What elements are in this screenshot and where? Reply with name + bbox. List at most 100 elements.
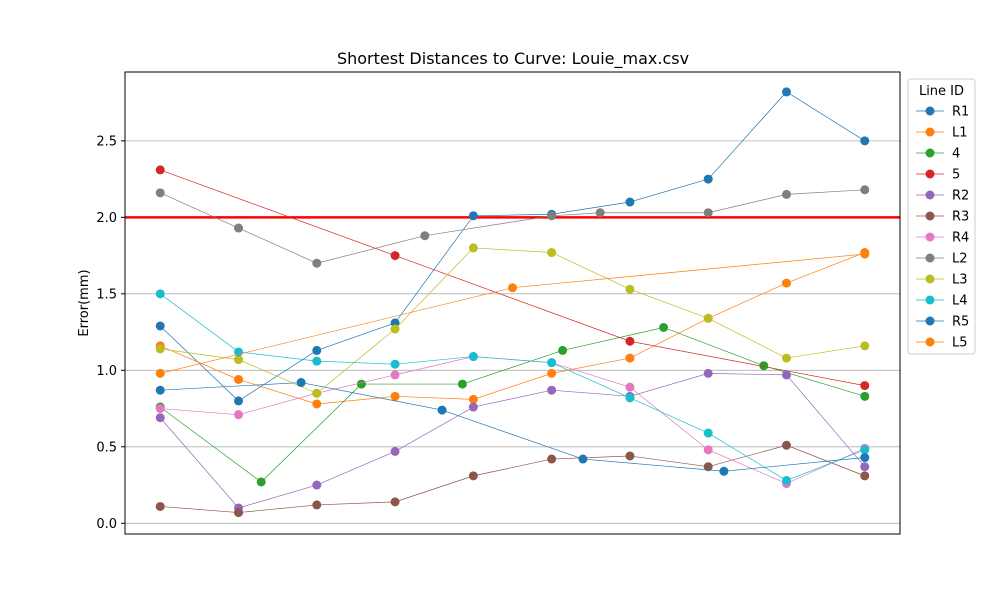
data-point bbox=[155, 385, 165, 395]
data-point bbox=[312, 500, 322, 510]
data-point bbox=[155, 188, 165, 198]
y-axis-ticks: 0.0 0.5 1.0 1.5 2.0 2.5 bbox=[96, 134, 125, 532]
data-point bbox=[234, 374, 244, 384]
data-point bbox=[155, 404, 165, 414]
data-point bbox=[155, 165, 165, 175]
series-line bbox=[160, 169, 865, 386]
data-point bbox=[860, 445, 870, 455]
data-point bbox=[659, 322, 669, 332]
data-point bbox=[625, 197, 635, 207]
legend-label: L4 bbox=[952, 294, 968, 309]
data-point bbox=[468, 243, 478, 253]
series-line bbox=[160, 293, 865, 481]
data-point bbox=[312, 356, 322, 366]
legend-item: L1 bbox=[916, 126, 968, 141]
legend-marker bbox=[925, 253, 935, 263]
data-point bbox=[256, 477, 266, 487]
data-point bbox=[547, 358, 557, 368]
data-point bbox=[547, 368, 557, 378]
data-point bbox=[234, 347, 244, 357]
data-point bbox=[390, 497, 400, 507]
data-point bbox=[860, 391, 870, 401]
data-point bbox=[468, 471, 478, 481]
data-point bbox=[781, 87, 791, 97]
series-line bbox=[159, 373, 866, 509]
y-tick-label: 2.0 bbox=[96, 211, 117, 226]
legend-marker bbox=[925, 295, 935, 305]
series-line bbox=[160, 252, 865, 405]
data-point bbox=[781, 278, 791, 288]
data-point bbox=[781, 353, 791, 363]
data-point bbox=[390, 359, 400, 369]
data-point bbox=[390, 370, 400, 380]
legend-label: L1 bbox=[952, 126, 968, 141]
legend-marker bbox=[925, 106, 935, 116]
data-point bbox=[860, 453, 870, 463]
data-point bbox=[860, 381, 870, 391]
legend-item: R3 bbox=[916, 210, 969, 225]
legend-marker bbox=[925, 127, 935, 137]
series-line bbox=[160, 444, 865, 513]
data-point bbox=[860, 185, 870, 195]
data-point bbox=[155, 344, 165, 354]
legend-label: R2 bbox=[952, 189, 969, 204]
y-tick-label: 1.5 bbox=[96, 287, 117, 302]
y-tick-label: 0.5 bbox=[96, 440, 117, 455]
series-R5 bbox=[155, 378, 870, 476]
data-point bbox=[390, 251, 400, 261]
data-point bbox=[390, 446, 400, 456]
data-point bbox=[468, 211, 478, 221]
series-group bbox=[155, 87, 870, 518]
legend-label: R4 bbox=[952, 231, 969, 246]
data-point bbox=[312, 399, 322, 409]
data-point bbox=[155, 501, 165, 511]
data-point bbox=[860, 471, 870, 481]
data-point bbox=[468, 402, 478, 412]
series-R3 bbox=[155, 440, 870, 518]
series-L3 bbox=[155, 243, 870, 398]
data-point bbox=[703, 462, 713, 472]
data-point bbox=[390, 391, 400, 401]
data-point bbox=[625, 284, 635, 294]
plot-frame bbox=[124, 71, 901, 535]
data-point bbox=[296, 378, 306, 388]
data-point bbox=[703, 208, 713, 218]
data-point bbox=[312, 345, 322, 355]
series-5 bbox=[155, 165, 870, 391]
data-point bbox=[625, 382, 635, 392]
data-point bbox=[234, 396, 244, 406]
data-point bbox=[759, 361, 769, 371]
data-point bbox=[547, 454, 557, 464]
data-point bbox=[155, 413, 165, 423]
legend-marker bbox=[925, 316, 935, 326]
data-point bbox=[420, 231, 430, 241]
legend-item: R2 bbox=[916, 189, 969, 204]
data-point bbox=[457, 379, 467, 389]
legend-marker bbox=[925, 169, 935, 179]
legend-item: L3 bbox=[916, 273, 968, 288]
data-point bbox=[625, 353, 635, 363]
legend-item: R4 bbox=[916, 231, 969, 246]
data-point bbox=[234, 410, 244, 420]
data-point bbox=[860, 249, 870, 259]
legend-marker bbox=[925, 190, 935, 200]
data-point bbox=[703, 313, 713, 323]
legend-item: L2 bbox=[916, 252, 968, 267]
legend-title: Line ID bbox=[919, 84, 964, 99]
data-point bbox=[155, 368, 165, 378]
y-tick-label: 0.0 bbox=[96, 517, 117, 532]
legend-item: 5 bbox=[916, 168, 960, 183]
data-point bbox=[703, 174, 713, 184]
series-line bbox=[160, 382, 865, 472]
legend-marker bbox=[925, 148, 935, 158]
data-point bbox=[781, 189, 791, 199]
data-point bbox=[437, 405, 447, 415]
legend-label: L3 bbox=[952, 273, 968, 288]
data-point bbox=[356, 379, 366, 389]
legend-item: R5 bbox=[916, 315, 969, 330]
data-point bbox=[781, 475, 791, 485]
legend-item: 4 bbox=[916, 147, 960, 162]
data-point bbox=[781, 440, 791, 450]
data-point bbox=[703, 445, 713, 455]
